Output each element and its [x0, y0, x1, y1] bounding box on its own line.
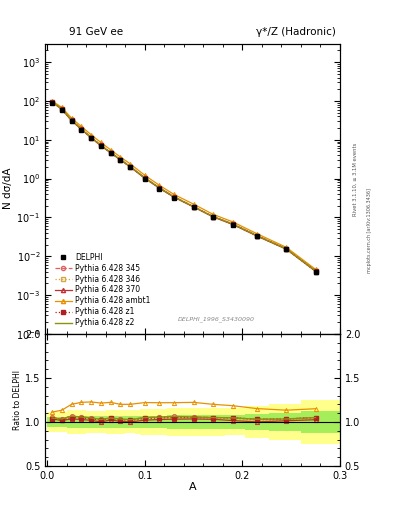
Legend: DELPHI, Pythia 6.428 345, Pythia 6.428 346, Pythia 6.428 370, Pythia 6.428 ambt1: DELPHI, Pythia 6.428 345, Pythia 6.428 3… — [55, 253, 150, 327]
Bar — [116, 416, 125, 428]
Bar — [167, 408, 181, 436]
X-axis label: A: A — [189, 482, 196, 492]
Bar — [96, 411, 106, 433]
Bar — [269, 404, 301, 439]
Bar — [86, 411, 96, 433]
Bar — [206, 415, 225, 429]
Bar — [301, 400, 340, 444]
Bar — [269, 413, 301, 431]
Bar — [76, 410, 86, 434]
Text: γ*/Z (Hadronic): γ*/Z (Hadronic) — [256, 27, 336, 37]
Bar — [125, 416, 135, 428]
Text: 91 GeV ee: 91 GeV ee — [69, 27, 123, 37]
Bar — [67, 410, 76, 434]
Bar — [57, 412, 67, 432]
Bar — [225, 409, 245, 436]
Bar — [245, 414, 269, 430]
Bar — [301, 411, 340, 433]
Bar — [181, 415, 206, 429]
Y-axis label: Ratio to DELPHI: Ratio to DELPHI — [13, 370, 22, 430]
Bar — [167, 415, 181, 429]
Bar — [181, 408, 206, 436]
Bar — [57, 417, 67, 427]
Bar — [140, 416, 167, 429]
Bar — [245, 406, 269, 438]
Bar — [76, 416, 86, 428]
Bar — [140, 409, 167, 435]
Bar — [135, 416, 140, 428]
Text: mcplots.cern.ch [arXiv:1306.3436]: mcplots.cern.ch [arXiv:1306.3436] — [367, 188, 372, 273]
Bar — [47, 417, 57, 427]
Bar — [47, 412, 57, 432]
Bar — [225, 415, 245, 429]
Text: DELPHI_1996_S3430090: DELPHI_1996_S3430090 — [178, 316, 255, 323]
Text: Rivet 3.1.10, ≥ 3.1M events: Rivet 3.1.10, ≥ 3.1M events — [353, 142, 358, 216]
Bar — [135, 410, 140, 434]
Bar — [116, 410, 125, 434]
Bar — [96, 416, 106, 428]
Bar — [106, 410, 116, 434]
Bar — [67, 416, 76, 428]
Y-axis label: N dσ/dA: N dσ/dA — [4, 168, 13, 209]
Bar — [106, 416, 116, 428]
Bar — [206, 408, 225, 436]
Bar — [86, 416, 96, 428]
Bar — [125, 411, 135, 433]
